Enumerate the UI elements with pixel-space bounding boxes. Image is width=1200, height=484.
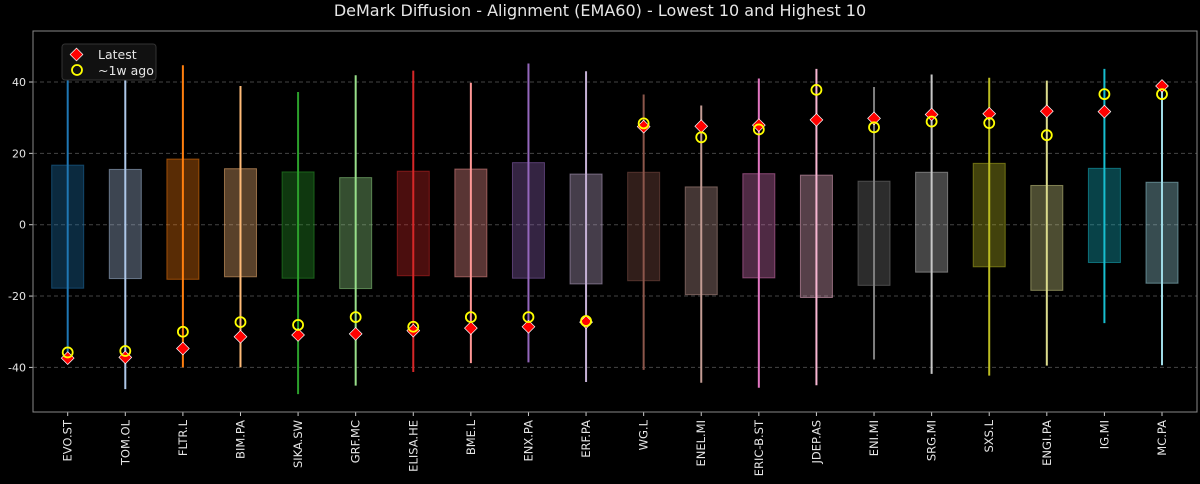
category-group <box>684 105 718 383</box>
plot-frame <box>32 30 1198 413</box>
x-tick-label: ERF.PA <box>579 420 593 458</box>
latest-marker <box>809 112 824 127</box>
legend-week-ago-marker <box>71 64 83 76</box>
week-ago-marker <box>522 311 535 324</box>
legend-box <box>61 43 157 81</box>
week-ago-marker <box>464 311 477 324</box>
week-ago-marker <box>1040 129 1053 142</box>
week-ago-marker <box>868 121 880 134</box>
category-group <box>166 65 200 368</box>
y-tick-label: 40 <box>12 76 26 89</box>
latest-marker <box>464 321 478 336</box>
x-tick-label: ENI.MI <box>867 420 881 456</box>
latest-marker <box>233 329 248 344</box>
latest-marker <box>521 319 536 334</box>
x-tick-label: ELISA.HE <box>406 420 420 472</box>
x-tick-label: SIKA.SW <box>291 420 305 468</box>
category-group <box>339 75 373 386</box>
category-group <box>972 77 1006 376</box>
week-ago-marker <box>983 117 996 129</box>
category-group <box>742 78 776 388</box>
y-tick-label: 0 <box>19 219 26 232</box>
x-tick-label: GRF.MC <box>349 420 363 463</box>
category-group <box>569 71 603 383</box>
latest-marker <box>291 328 305 342</box>
y-tick-label: 20 <box>12 147 26 160</box>
category-group <box>454 82 488 364</box>
week-ago-marker <box>292 319 304 331</box>
category-group <box>281 92 315 395</box>
latest-marker <box>982 106 997 121</box>
category-group <box>396 70 430 373</box>
week-ago-marker <box>810 83 823 96</box>
week-ago-marker <box>1098 88 1111 101</box>
y-axis: -40 -20 0 20 40 <box>8 76 33 374</box>
week-ago-marker <box>580 315 592 327</box>
week-ago-marker <box>637 117 650 130</box>
latest-marker <box>406 323 421 338</box>
week-ago-marker <box>752 123 765 136</box>
latest-marker <box>348 327 363 341</box>
week-ago-marker <box>407 320 420 333</box>
x-tick-label: SRG.MI <box>925 420 939 461</box>
week-ago-marker <box>695 131 708 144</box>
category-group <box>511 63 545 363</box>
legend-latest-label: Latest <box>98 47 137 62</box>
x-tick-label: ENX.PA <box>521 420 535 462</box>
week-ago-marker <box>234 316 247 329</box>
week-ago-marker <box>176 325 189 338</box>
x-axis: EVO.ST TOM.OL FLTR.L BIM.PA SIKA.SW GRF.MC ELI… <box>61 412 1169 476</box>
week-ago-marker <box>1156 88 1168 101</box>
category-group <box>223 85 257 368</box>
x-tick-label: MC.PA <box>1155 420 1169 456</box>
x-tick-label: BME.L <box>464 419 478 455</box>
latest-marker <box>1155 79 1169 93</box>
x-tick-label: BIM.PA <box>233 420 247 459</box>
category-group <box>799 68 833 386</box>
category-group <box>1087 68 1121 324</box>
category-group <box>915 74 949 374</box>
y-tick-label: -40 <box>8 361 26 374</box>
category-group <box>1030 80 1064 366</box>
x-tick-label: IG.MI <box>1097 420 1111 449</box>
latest-marker <box>1097 104 1112 119</box>
latest-marker <box>867 111 881 126</box>
grid <box>33 81 1197 368</box>
legend: Latest ~1w ago <box>61 43 157 81</box>
latest-marker <box>636 119 651 134</box>
week-ago-marker <box>61 346 74 359</box>
x-tick-label: JDEP.AS <box>809 420 823 464</box>
latest-marker <box>1039 104 1054 119</box>
x-tick-label: ERIC-B.ST <box>752 419 766 476</box>
category-group <box>857 87 891 360</box>
category-group <box>51 49 85 365</box>
latest-marker <box>176 341 190 356</box>
latest-marker <box>694 119 709 134</box>
week-ago-marker <box>349 311 362 324</box>
week-ago-marker <box>925 115 938 128</box>
category-group <box>108 60 142 390</box>
chart-title: DeMark Diffusion - Alignment (EMA60) - L… <box>334 1 866 20</box>
plot-marks <box>51 49 1179 395</box>
y-tick-label: -20 <box>8 290 26 303</box>
legend-latest-marker <box>69 47 84 62</box>
x-tick-label: ENEL.MI <box>694 420 708 467</box>
x-tick-label: FLTR.L <box>176 419 190 456</box>
category-group <box>1145 79 1179 366</box>
week-ago-marker <box>119 345 132 357</box>
x-tick-label: TOM.OL <box>118 419 132 466</box>
x-tick-label: SXS.L <box>982 419 996 452</box>
x-tick-label: WG.L <box>637 419 651 450</box>
x-tick-label: ENGI.PA <box>1040 420 1054 466</box>
category-group <box>627 94 661 370</box>
x-tick-label: EVO.ST <box>61 419 75 461</box>
legend-week-ago-label: ~1w ago <box>98 63 154 78</box>
